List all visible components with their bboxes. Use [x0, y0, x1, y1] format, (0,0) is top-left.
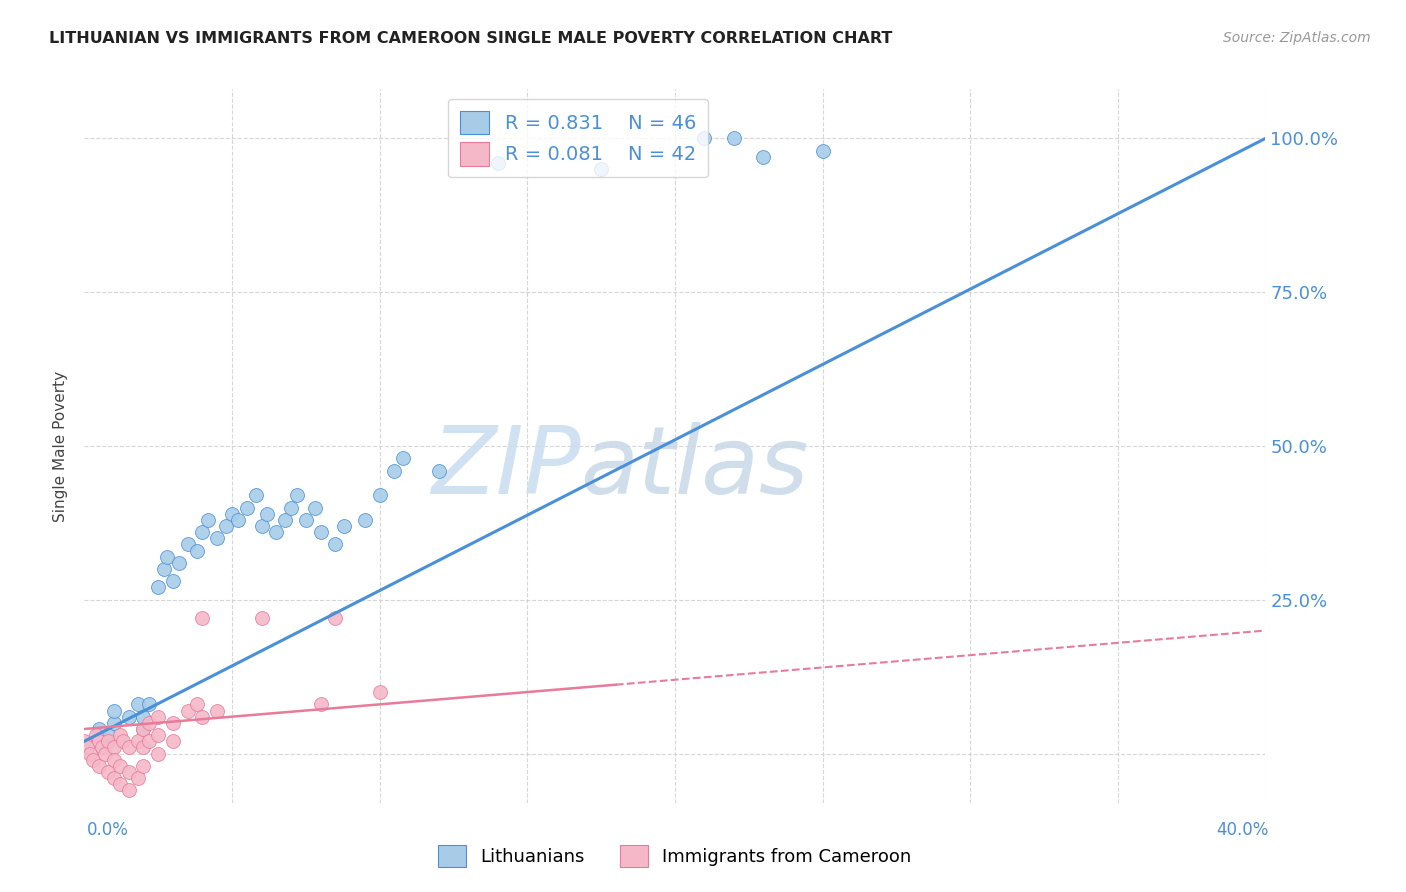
Text: ZIP: ZIP	[430, 422, 581, 513]
Point	[148, 581, 170, 595]
Point	[103, 715, 125, 730]
Point	[723, 131, 745, 145]
Point	[323, 537, 347, 551]
Point	[103, 740, 125, 755]
Point	[215, 519, 238, 533]
Point	[89, 722, 111, 736]
Point	[226, 513, 249, 527]
Point	[103, 704, 125, 718]
Point	[162, 734, 184, 748]
Point	[191, 709, 214, 723]
Point	[138, 715, 160, 730]
Point	[285, 488, 308, 502]
Point	[162, 574, 184, 589]
Text: LITHUANIAN VS IMMIGRANTS FROM CAMEROON SINGLE MALE POVERTY CORRELATION CHART: LITHUANIAN VS IMMIGRANTS FROM CAMEROON S…	[49, 31, 893, 46]
Point	[177, 537, 200, 551]
Text: atlas: atlas	[581, 422, 808, 513]
Point	[264, 525, 288, 540]
Point	[79, 747, 101, 761]
Point	[118, 740, 141, 755]
Point	[752, 150, 775, 164]
Point	[127, 771, 149, 785]
Point	[392, 451, 415, 466]
Point	[191, 611, 214, 625]
Point	[97, 734, 120, 748]
Point	[108, 759, 131, 773]
Point	[132, 722, 155, 736]
Point	[295, 513, 318, 527]
Point	[76, 740, 98, 755]
Point	[118, 765, 141, 780]
Point	[89, 734, 111, 748]
Point	[205, 531, 228, 545]
Point	[118, 709, 141, 723]
Point	[84, 728, 107, 742]
Point	[148, 709, 170, 723]
Point	[591, 162, 613, 177]
Point	[132, 759, 155, 773]
Point	[280, 500, 302, 515]
Point	[309, 698, 332, 712]
Point	[486, 156, 509, 170]
Point	[103, 753, 125, 767]
Point	[97, 728, 120, 742]
Point	[132, 722, 155, 736]
Y-axis label: Single Male Poverty: Single Male Poverty	[53, 370, 69, 522]
Point	[148, 747, 170, 761]
Point	[304, 500, 326, 515]
Point	[221, 507, 243, 521]
Point	[118, 783, 141, 797]
Point	[205, 704, 228, 718]
Legend: Lithuanians, Immigrants from Cameroon: Lithuanians, Immigrants from Cameroon	[432, 838, 918, 874]
Point	[191, 525, 214, 540]
Point	[111, 734, 134, 748]
Point	[138, 698, 160, 712]
Point	[138, 734, 160, 748]
Legend: R = 0.831    N = 46, R = 0.081    N = 42: R = 0.831 N = 46, R = 0.081 N = 42	[449, 99, 707, 178]
Point	[89, 759, 111, 773]
Point	[274, 513, 297, 527]
Point	[382, 464, 406, 478]
Point	[427, 464, 450, 478]
Point	[127, 734, 149, 748]
Point	[97, 765, 120, 780]
Point	[167, 556, 190, 570]
Point	[162, 715, 184, 730]
Point	[132, 709, 155, 723]
Point	[309, 525, 332, 540]
Point	[236, 500, 259, 515]
Point	[91, 740, 114, 755]
Point	[811, 144, 834, 158]
Point	[197, 513, 219, 527]
Point	[148, 728, 170, 742]
Point	[186, 698, 208, 712]
Point	[73, 734, 96, 748]
Point	[94, 747, 117, 761]
Point	[693, 131, 716, 145]
Point	[186, 543, 208, 558]
Point	[156, 549, 179, 564]
Point	[177, 704, 200, 718]
Point	[103, 771, 125, 785]
Point	[256, 507, 278, 521]
Point	[250, 611, 273, 625]
Point	[153, 562, 176, 576]
Point	[250, 519, 273, 533]
Point	[245, 488, 267, 502]
Point	[354, 513, 377, 527]
Text: 0.0%: 0.0%	[87, 821, 129, 838]
Point	[82, 753, 104, 767]
Point	[368, 685, 391, 699]
Point	[323, 611, 347, 625]
Text: 40.0%: 40.0%	[1216, 821, 1268, 838]
Point	[108, 728, 131, 742]
Point	[127, 698, 149, 712]
Point	[368, 488, 391, 502]
Text: Source: ZipAtlas.com: Source: ZipAtlas.com	[1223, 31, 1371, 45]
Point	[333, 519, 356, 533]
Point	[132, 740, 155, 755]
Point	[108, 777, 131, 791]
